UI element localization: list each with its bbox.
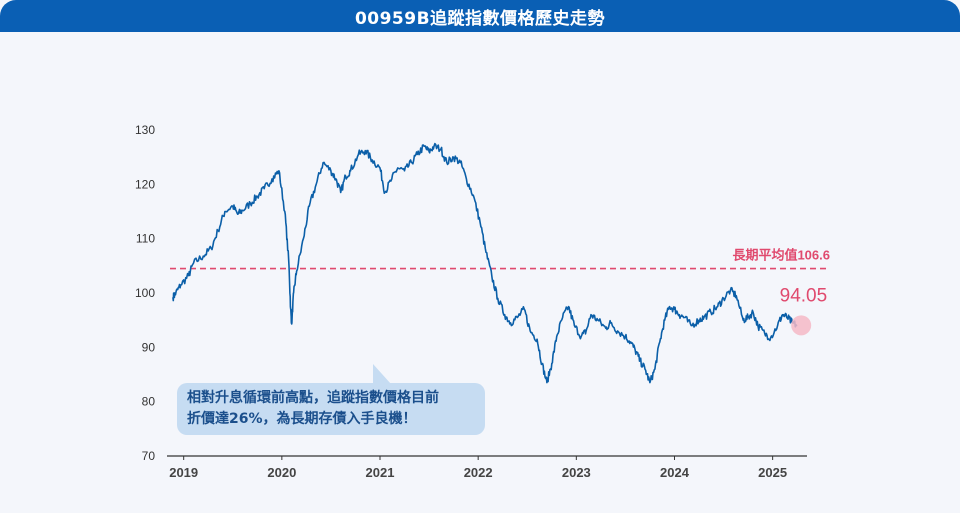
- chart-title: 00959B追蹤指數價格歷史走勢: [354, 8, 606, 29]
- x-tick-label: 2021: [366, 465, 395, 480]
- average-reference: 長期平均值106.6: [170, 248, 830, 270]
- callout-tail: [373, 364, 391, 384]
- x-tick-label: 2020: [267, 465, 296, 480]
- x-tick-label: 2024: [660, 465, 690, 480]
- x-tick-label: 2022: [464, 465, 493, 480]
- y-tick-label: 100: [135, 286, 155, 300]
- x-tick-label: 2025: [758, 465, 787, 480]
- y-tick-label: 90: [142, 340, 156, 354]
- y-tick-label: 130: [135, 123, 155, 137]
- y-tick-label: 120: [135, 177, 155, 191]
- y-tick-label: 110: [136, 232, 155, 246]
- header-bar: 00959B追蹤指數價格歷史走勢: [0, 0, 960, 32]
- y-tick-label: 80: [142, 395, 156, 409]
- last-value-group: 94.05: [780, 285, 828, 336]
- callout-box: 相對升息循環前高點，追蹤指數價格目前 折價達26%，為長期存債入手良機！: [177, 383, 485, 435]
- average-label: 長期平均值106.6: [732, 248, 830, 263]
- series-line: [172, 142, 798, 384]
- y-tick-label: 70: [142, 449, 156, 463]
- callout-line-2: 折價達26%，為長期存債入手良機！: [187, 411, 417, 427]
- y-axis: 70 80 90 100 110 120 130: [135, 123, 155, 463]
- last-value-marker: [791, 315, 812, 336]
- callout-line-1: 相對升息循環前高點，追蹤指數價格目前: [187, 390, 439, 406]
- x-tick-label: 2023: [562, 465, 591, 480]
- x-tick-label: 2019: [169, 465, 198, 480]
- plot-area: [172, 142, 798, 384]
- last-value-label: 94.05: [780, 285, 828, 306]
- x-axis: 2019 2020 2021 2022 2023 2024 2025: [167, 455, 807, 480]
